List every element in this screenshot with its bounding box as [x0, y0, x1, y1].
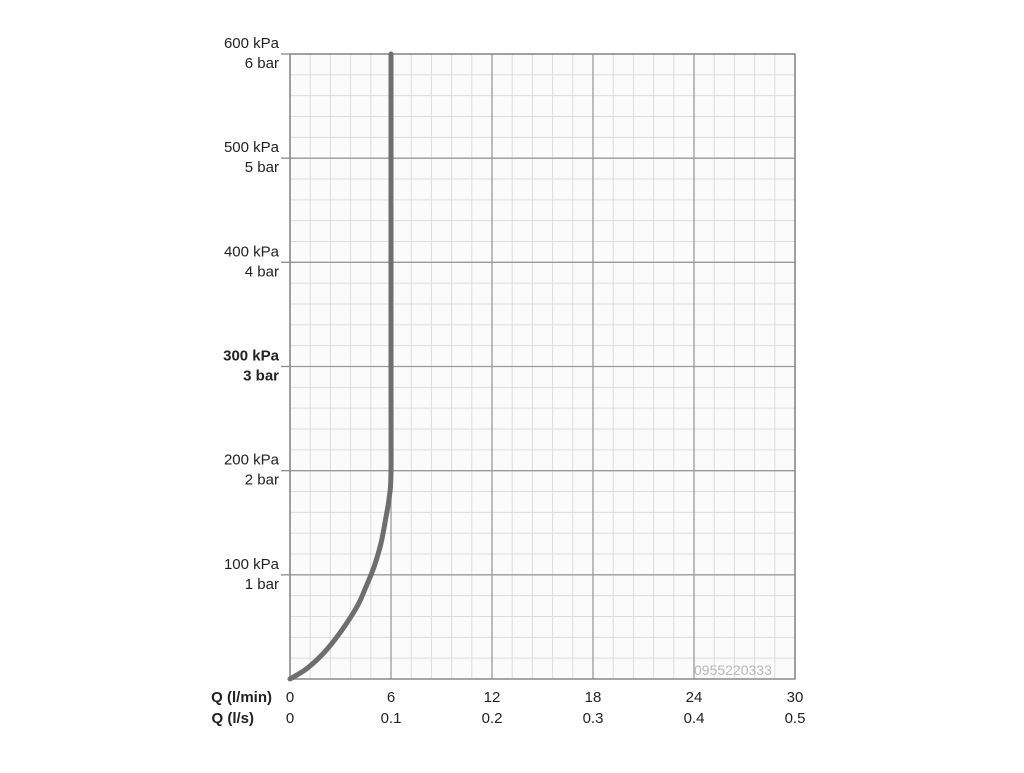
- y-tick-label-kpa: 200 kPa: [224, 452, 280, 469]
- y-tick-label-kpa: 400 kPa: [224, 243, 280, 260]
- y-tick-label-bar: 4 bar: [245, 263, 279, 280]
- y-tick-label-kpa: 300 kPa: [223, 348, 280, 365]
- x-tick-label-lpm: 18: [585, 689, 602, 706]
- x-axis-label-ls: Q (l/s): [211, 710, 254, 727]
- y-tick-label-bar: 5 bar: [245, 159, 279, 176]
- y-axis-labels: 100 kPa 1 bar 200 kPa 2 bar 300 kPa 3 bar 400 …: [223, 35, 290, 593]
- y-tick-label-kpa: 500 kPa: [224, 139, 280, 156]
- y-tick-label-bar: 1 bar: [245, 576, 279, 593]
- x-tick-label-ls: 0.1: [381, 710, 402, 727]
- x-tick-label-ls: 0.2: [482, 710, 503, 727]
- x-tick-label-ls: 0.4: [684, 710, 705, 727]
- series-layer: [287, 51, 394, 682]
- x-tick-label-lpm: 24: [686, 689, 703, 706]
- y-tick-label-bar: 6 bar: [245, 55, 279, 72]
- x-tick-label-lpm: 30: [787, 689, 804, 706]
- x-tick-label-lpm: 6: [387, 689, 395, 706]
- x-axis-label-lpm: Q (l/min): [211, 689, 272, 706]
- watermark-text: 0955220333: [694, 662, 772, 678]
- y-tick-label-bar: 3 bar: [243, 368, 279, 385]
- series-line: [287, 51, 394, 682]
- x-axis-labels: 0 6 12 18 24 30 0 0.1 0.2 0.3 0.4 0.5: [286, 689, 806, 727]
- x-tick-label-ls: 0.5: [785, 710, 806, 727]
- y-tick-label-kpa: 100 kPa: [224, 556, 280, 573]
- x-tick-label-ls: 0: [286, 710, 294, 727]
- y-tick-label-kpa: 600 kPa: [224, 35, 280, 52]
- x-tick-label-ls: 0.3: [583, 710, 604, 727]
- x-tick-label-lpm: 12: [484, 689, 501, 706]
- x-tick-label-lpm: 0: [286, 689, 294, 706]
- y-tick-label-bar: 2 bar: [245, 472, 279, 489]
